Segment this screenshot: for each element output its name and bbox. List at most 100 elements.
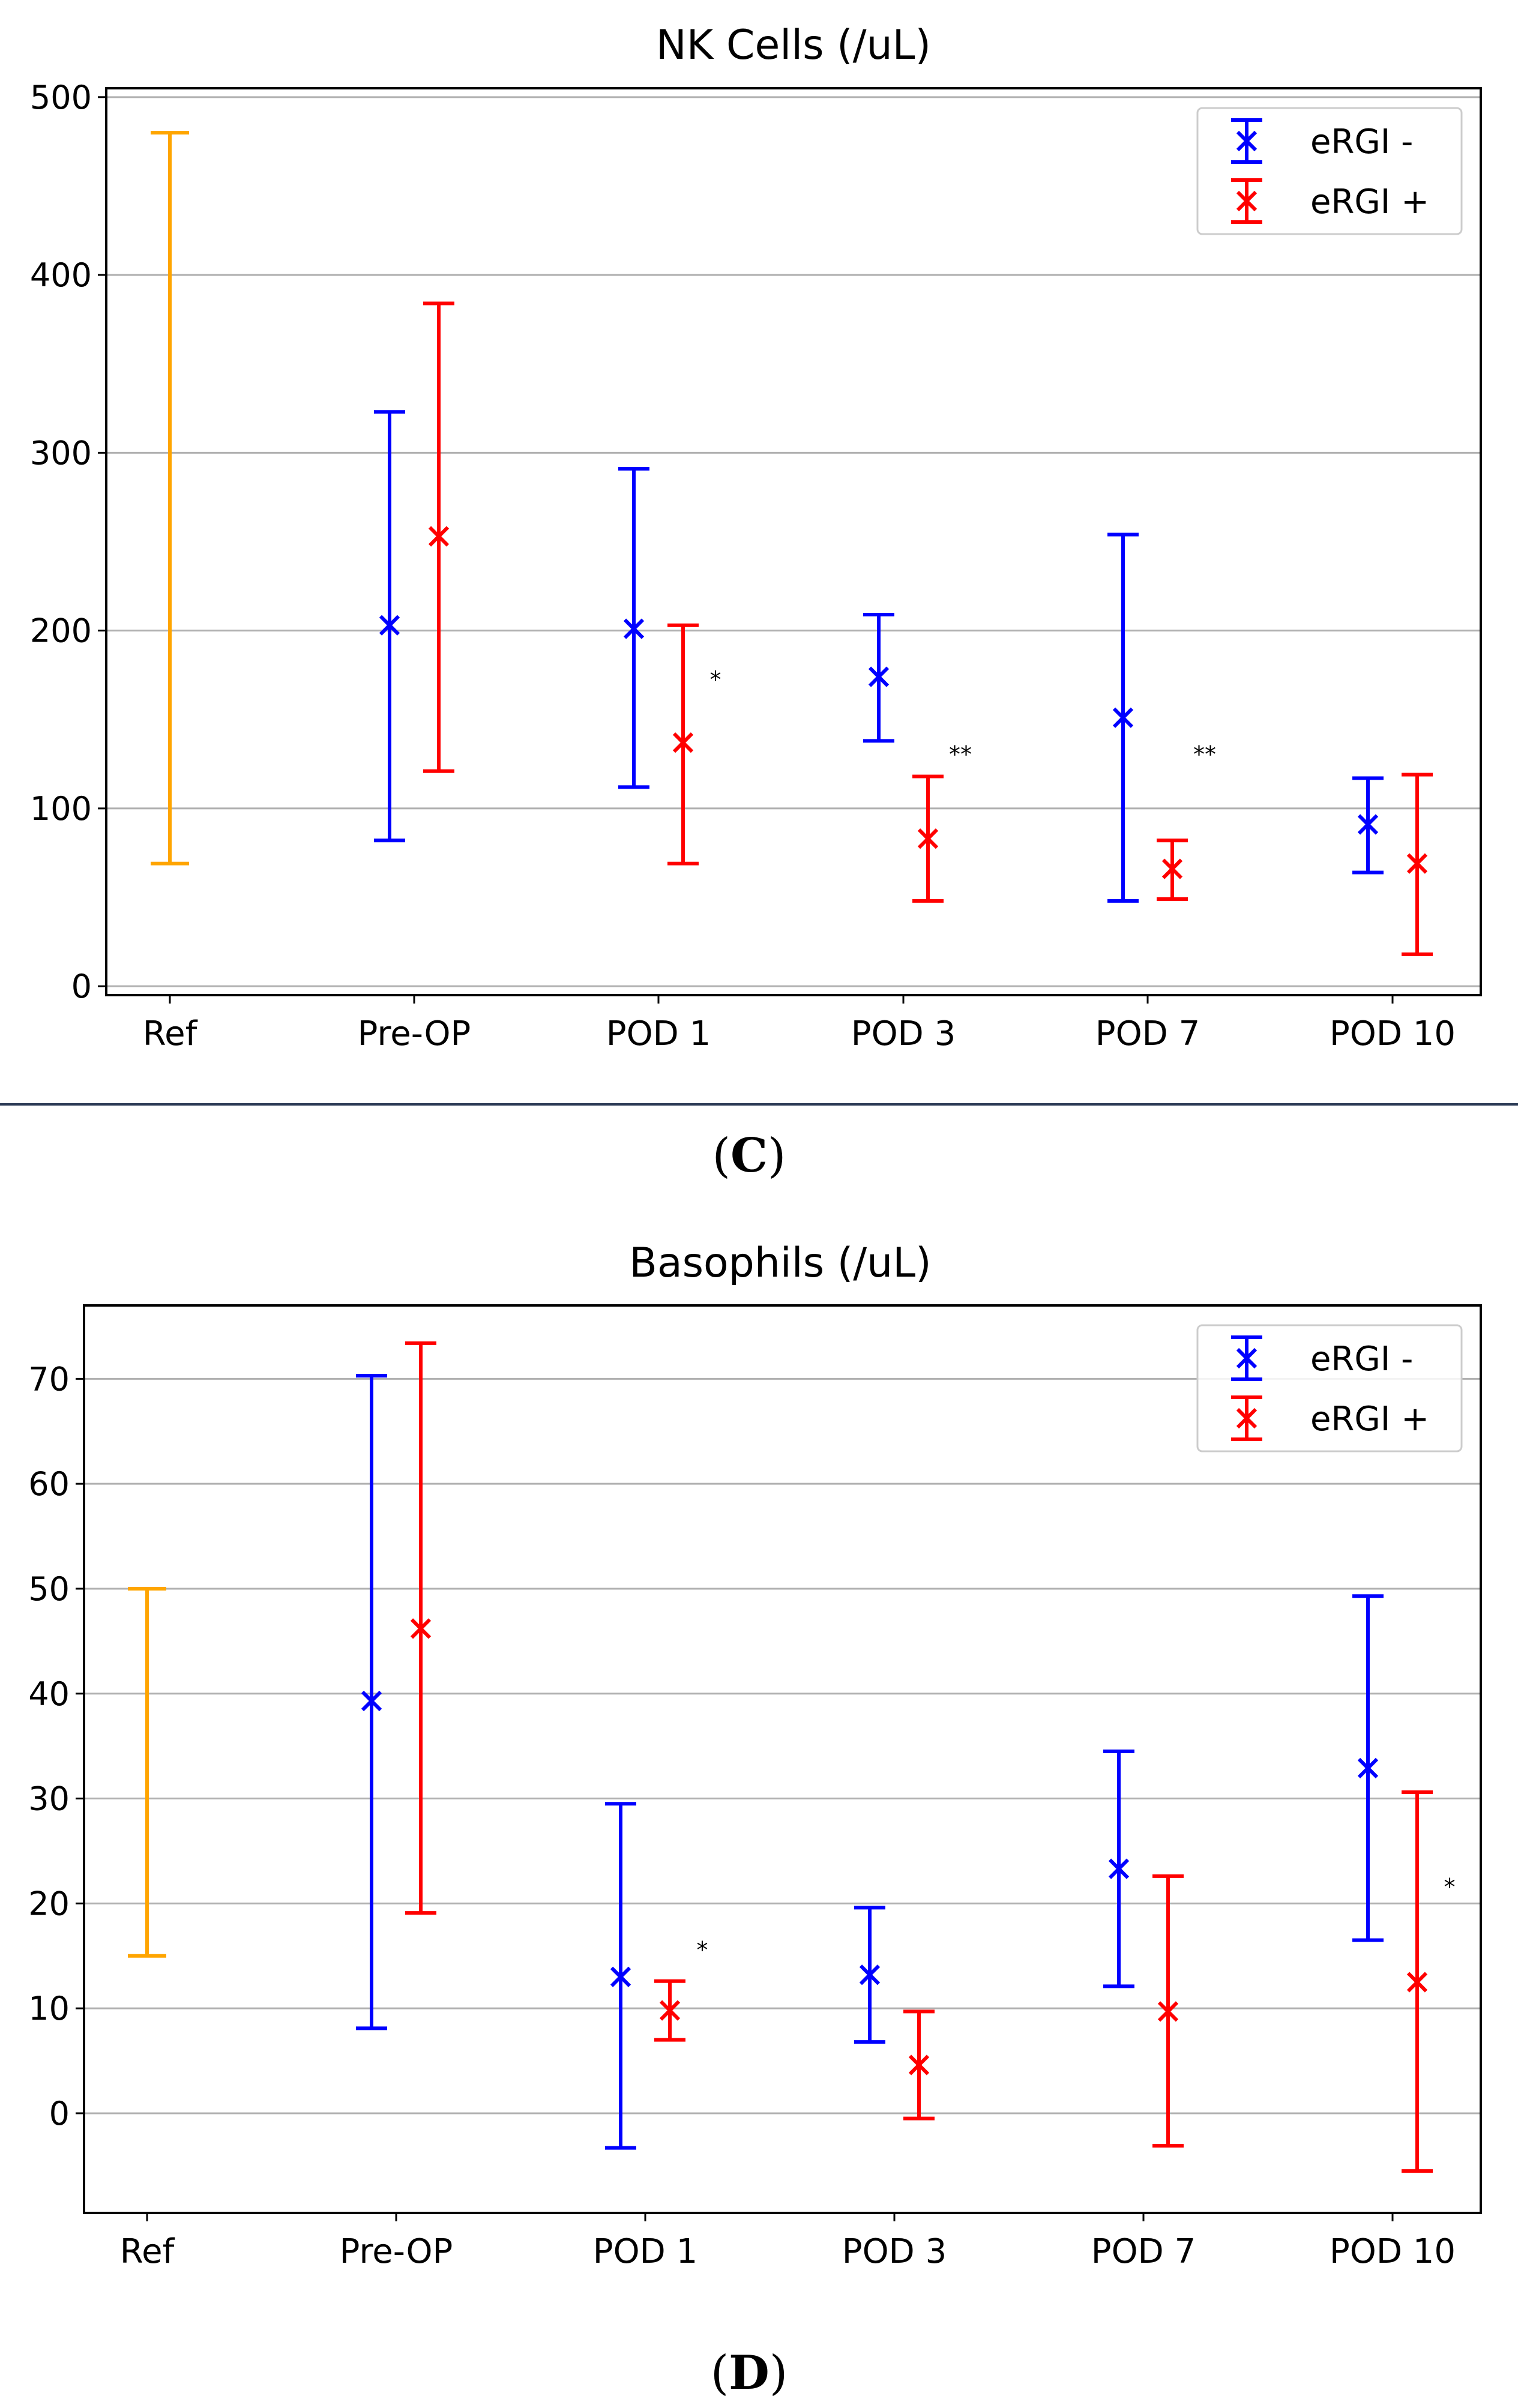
significance-annotations: ** xyxy=(697,1874,1456,1963)
y-tick-label: 40 xyxy=(28,1675,70,1713)
mean-marker xyxy=(1357,814,1379,835)
mean-marker-stroke xyxy=(1108,1858,1130,1879)
series-erg-minus xyxy=(356,1374,1384,2150)
legend-marker-stroke xyxy=(1236,1407,1257,1429)
mean-marker-stroke xyxy=(1157,2001,1179,2022)
y-tick-label: 0 xyxy=(71,968,92,1005)
mean-marker xyxy=(1157,2001,1179,2022)
mean-marker-stroke xyxy=(361,1690,382,1712)
mean-marker xyxy=(361,1690,382,1712)
y-tick-label: 10 xyxy=(28,1990,70,2027)
y-tick-label: 100 xyxy=(30,790,92,828)
mean-marker-stroke xyxy=(379,615,400,636)
x-axis: Ref Pre-OP POD 1 POD 3 POD 7 POD 10 xyxy=(120,2213,1456,2271)
mean-marker xyxy=(868,666,890,687)
grid-lines xyxy=(106,96,1481,987)
mean-marker xyxy=(672,732,694,753)
mean-marker xyxy=(379,615,400,636)
series-erg-plus xyxy=(423,301,1433,956)
x-tick-label: POD 3 xyxy=(851,1014,956,1053)
mean-marker-stroke xyxy=(1406,1972,1428,1993)
y-tick-label: 70 xyxy=(28,1360,70,1398)
mean-marker xyxy=(410,1618,432,1639)
legend-label: eRGI + xyxy=(1310,1400,1429,1439)
significance-marker: * xyxy=(710,667,721,693)
grid-lines xyxy=(84,1377,1481,2115)
x-tick-label: POD 10 xyxy=(1330,2232,1456,2271)
mean-marker xyxy=(917,828,939,849)
x-tick-label: Ref xyxy=(143,1014,198,1053)
y-tick-label: 30 xyxy=(28,1780,70,1818)
mean-marker-stroke xyxy=(659,2000,681,2021)
legend-handle xyxy=(1231,1335,1262,1381)
y-tick-label: 500 xyxy=(30,79,92,116)
mean-marker-stroke xyxy=(908,2054,930,2075)
mean-marker xyxy=(1112,707,1134,728)
legend-marker-stroke xyxy=(1236,190,1257,212)
y-axis: 0 100 200 300 400 500 xyxy=(30,79,106,1005)
legend: eRGI - eRGI + xyxy=(1196,1324,1463,1452)
legend-box xyxy=(1196,1324,1463,1452)
y-tick-label: 300 xyxy=(30,434,92,472)
mean-marker-stroke xyxy=(1357,1757,1379,1778)
series-erg-plus xyxy=(405,1341,1433,2173)
x-tick-label: Ref xyxy=(120,2232,175,2271)
y-axis: 0 10 20 30 40 50 60 70 xyxy=(28,1360,84,2133)
y-tick-label: 60 xyxy=(28,1465,70,1503)
y-tick-label: 20 xyxy=(28,1885,70,1922)
mean-marker-stroke xyxy=(859,1964,881,1985)
mean-marker xyxy=(1406,1972,1428,1993)
x-tick-label: POD 7 xyxy=(1095,1014,1200,1053)
x-axis: Ref Pre-OP POD 1 POD 3 POD 7 POD 10 xyxy=(143,995,1456,1053)
mean-marker-stroke xyxy=(1406,853,1428,874)
significance-marker: * xyxy=(1444,1874,1456,1900)
significance-marker: ** xyxy=(949,741,972,768)
mean-marker xyxy=(859,1964,881,1985)
mean-marker-stroke xyxy=(1161,858,1183,879)
x-tick-label: Pre-OP xyxy=(358,1014,471,1053)
mean-marker xyxy=(1161,858,1183,879)
mean-marker xyxy=(623,618,645,639)
mean-marker-stroke xyxy=(868,666,890,687)
significance-marker: * xyxy=(697,1937,708,1963)
significance-marker: ** xyxy=(1193,741,1216,768)
mean-marker xyxy=(428,526,450,547)
y-tick-label: 0 xyxy=(49,2095,70,2133)
legend-marker-stroke xyxy=(1236,1347,1257,1369)
mean-marker xyxy=(908,2054,930,2075)
series-erg-minus xyxy=(374,410,1384,903)
x-tick-label: POD 3 xyxy=(842,2232,947,2271)
chart-title: NK Cells (/uL) xyxy=(656,22,931,69)
legend-label: eRGI + xyxy=(1310,182,1429,221)
legend-handle xyxy=(1231,1395,1262,1441)
reference-range xyxy=(151,131,189,865)
significance-annotations: *** ** xyxy=(710,667,1217,768)
panel-label: (D) xyxy=(711,2346,788,2400)
panel-d: Basophils (/uL) 0 10 20 30 40 50 60 70 Ref Pre-O… xyxy=(28,1239,1482,2271)
x-tick-label: POD 1 xyxy=(606,1014,711,1053)
mean-marker-stroke xyxy=(410,1618,432,1639)
x-tick-label: POD 7 xyxy=(1091,2232,1196,2271)
mean-marker-stroke xyxy=(623,618,645,639)
plot-frame xyxy=(105,87,1482,996)
legend-label: eRGI - xyxy=(1310,122,1413,161)
legend-handle xyxy=(1231,178,1262,224)
mean-marker-stroke xyxy=(610,1966,631,1987)
mean-marker xyxy=(1406,853,1428,874)
y-tick-label: 200 xyxy=(30,612,92,650)
x-tick-label: Pre-OP xyxy=(340,2232,453,2271)
legend-handle xyxy=(1231,118,1262,164)
mean-marker-stroke xyxy=(1357,814,1379,835)
mean-marker xyxy=(610,1966,631,1987)
chart-title: Basophils (/uL) xyxy=(629,1239,931,1287)
mean-marker xyxy=(1357,1757,1379,1778)
mean-marker-stroke xyxy=(1112,707,1134,728)
legend: eRGI - eRGI + xyxy=(1196,107,1463,235)
panel-label: (C) xyxy=(712,1128,786,1183)
reference-range xyxy=(128,1586,166,1958)
y-tick-label: 50 xyxy=(28,1570,70,1608)
legend-marker-stroke xyxy=(1236,130,1257,152)
legend-box xyxy=(1196,107,1463,235)
mean-marker-stroke xyxy=(672,732,694,753)
